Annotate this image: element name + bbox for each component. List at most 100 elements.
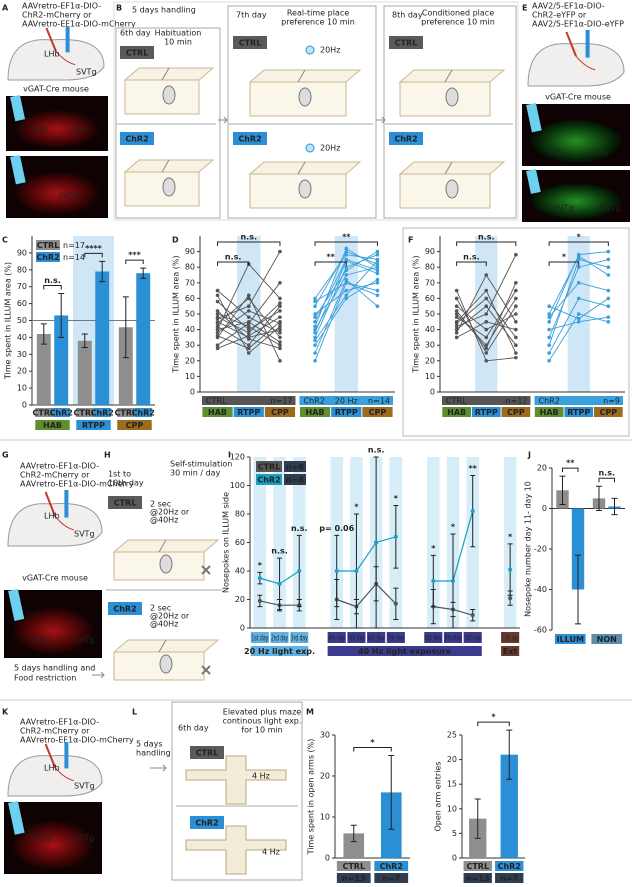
subject-point <box>313 312 317 316</box>
subject-point <box>484 288 489 293</box>
series-point <box>470 509 475 514</box>
x-tick-label: CTRL <box>342 862 365 871</box>
optic-fiber <box>65 26 70 53</box>
subject-point <box>606 315 611 319</box>
phase-label-box <box>534 407 564 417</box>
subject-point <box>514 343 518 348</box>
n-label: n=7 <box>500 874 518 883</box>
x-tick-label: 8th day <box>425 634 442 643</box>
subject-point <box>454 330 459 335</box>
virus-label: ChR2-mCherry or <box>20 727 90 736</box>
fiber-track <box>10 154 26 185</box>
phase-label-box <box>202 407 233 417</box>
subject-point <box>313 324 317 329</box>
mouse <box>162 177 176 197</box>
arena <box>249 173 347 209</box>
subject-point <box>576 316 581 321</box>
error-bar <box>81 333 88 349</box>
subject-point <box>606 265 611 270</box>
y-tick-label: 15 <box>447 780 457 789</box>
image-label: LHb <box>546 148 562 157</box>
x-tick-label: 10th day <box>464 634 481 643</box>
phase-label-box <box>331 407 362 417</box>
group-label: ILLUM <box>557 635 584 644</box>
light-icon <box>305 143 315 153</box>
subject-point <box>375 268 380 273</box>
phase-label-box <box>362 407 393 417</box>
image-label: LHb <box>72 126 88 135</box>
n-label-box <box>336 873 371 883</box>
subject-point <box>246 324 251 329</box>
significance-bracket <box>43 284 62 290</box>
group-label-box <box>190 746 224 759</box>
subject-point <box>246 296 251 301</box>
optic-fiber <box>585 30 590 58</box>
phase-label: Real-time place <box>287 9 349 18</box>
period-label-box <box>327 646 482 656</box>
phase-label-box <box>564 407 594 417</box>
period-label: Ext <box>503 647 518 656</box>
bar-label: CTRL <box>114 409 137 418</box>
arena <box>124 171 200 207</box>
subject-point <box>344 265 349 270</box>
y-tick-label: 20 <box>447 755 457 764</box>
arena-divider <box>158 539 167 553</box>
panel-letter: A <box>2 4 9 13</box>
subject-point <box>313 338 317 343</box>
phase-label: HAB <box>208 408 227 417</box>
period-label: 20 Hz light exp. <box>244 647 315 656</box>
arrow <box>92 671 105 679</box>
bar-label-box <box>35 408 53 417</box>
y-tick-label: 10 <box>320 813 330 822</box>
y-tick-label: 50 <box>425 310 435 319</box>
group-label-box <box>389 36 423 49</box>
mouse <box>162 85 176 105</box>
stim-label: @20Hz or <box>150 612 190 621</box>
n-label: n=14 <box>368 397 390 406</box>
significance-label: n.s. <box>240 233 257 242</box>
bar-label: CTRL <box>73 409 96 418</box>
significance-bracket <box>84 252 103 258</box>
subject-point <box>454 288 459 293</box>
bar-label-box <box>52 408 70 417</box>
subject-point <box>375 293 380 298</box>
day-box <box>327 632 346 643</box>
bar <box>136 273 151 405</box>
n-label: n=12 <box>506 397 528 406</box>
group-label-box <box>35 420 70 430</box>
subject-point <box>215 346 220 351</box>
fiber-track <box>526 102 542 133</box>
subject-point <box>576 281 581 285</box>
error-bar <box>506 729 513 780</box>
region-label: LHb <box>44 512 60 521</box>
subject-point <box>246 309 251 313</box>
subject-point <box>454 335 459 340</box>
significance-bracket <box>561 467 579 473</box>
subject-point <box>576 296 581 301</box>
injection-needle <box>44 743 56 768</box>
image-label: SVTg <box>74 636 95 645</box>
subject-point <box>278 346 282 351</box>
annotation: * <box>431 544 436 553</box>
error-bar <box>575 554 582 625</box>
significance-label: n.s. <box>225 253 242 262</box>
significance-label: * <box>491 713 496 722</box>
group-label-box <box>591 634 623 644</box>
subject-point <box>215 330 220 335</box>
period-label-box <box>250 646 309 656</box>
subject-point <box>246 346 251 351</box>
task-label: for 10 min <box>241 726 282 735</box>
y-tick-label: 40 <box>17 333 27 342</box>
y-tick-label: 90 <box>425 247 435 256</box>
significance-label: **** <box>85 244 103 253</box>
arrow <box>150 764 167 772</box>
subject-point <box>215 288 220 293</box>
brain-outline <box>7 39 105 81</box>
arena-divider <box>444 69 453 83</box>
y-tick-label: 0 <box>190 388 195 397</box>
y-tick-label: 70 <box>17 282 27 291</box>
injection-needle <box>565 31 577 57</box>
subject-point <box>215 293 220 298</box>
mouse <box>159 554 173 574</box>
bar <box>571 508 585 590</box>
